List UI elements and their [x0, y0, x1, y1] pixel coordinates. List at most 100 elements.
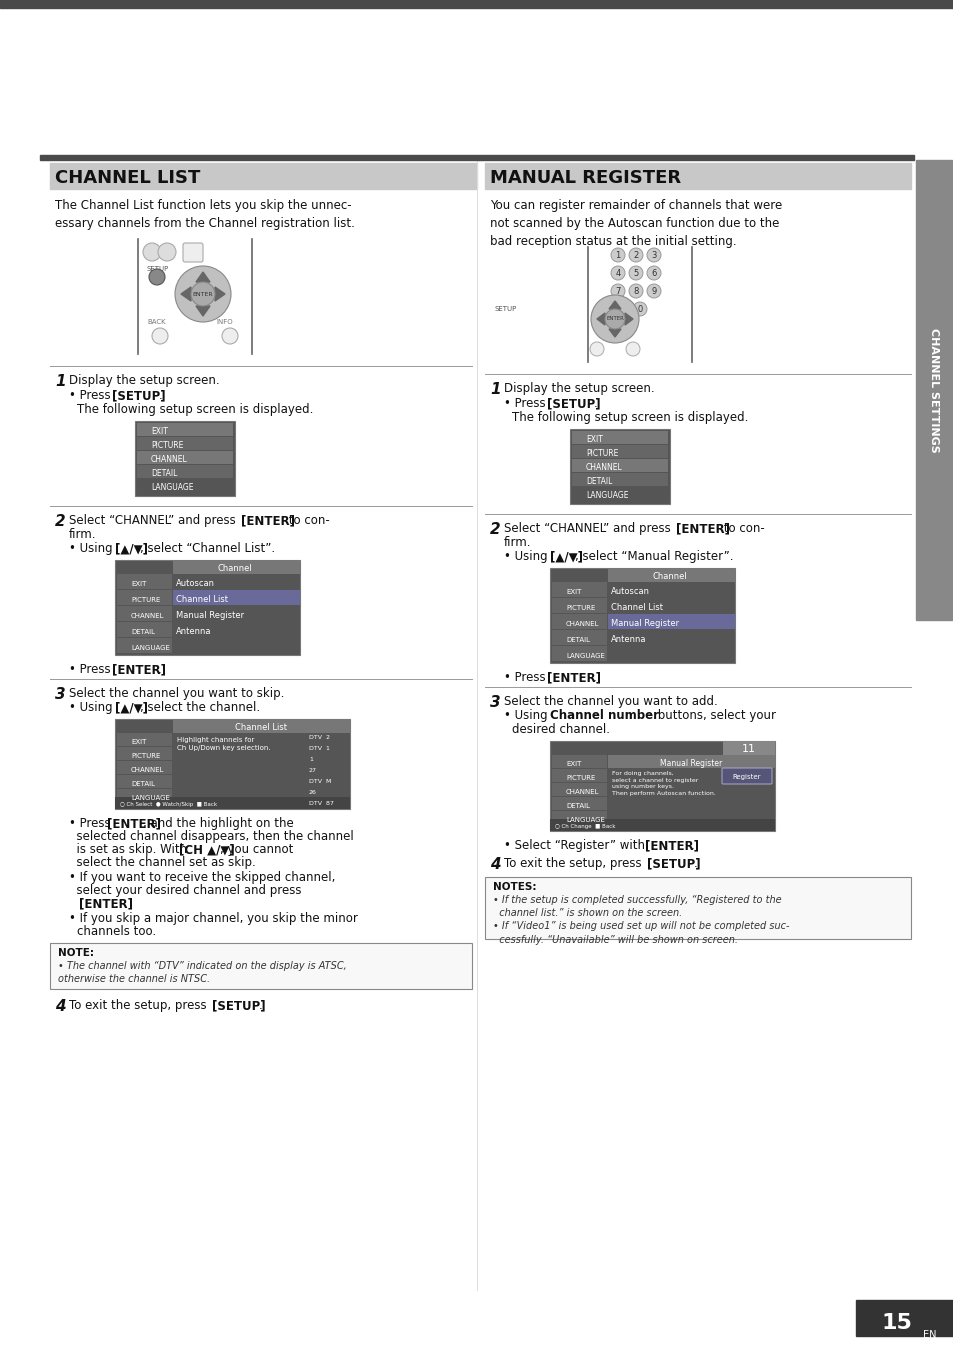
- Text: Channel List: Channel List: [234, 723, 287, 732]
- Text: PICTURE: PICTURE: [131, 597, 160, 603]
- Bar: [117, 734, 172, 746]
- FancyBboxPatch shape: [183, 243, 203, 262]
- Bar: [172, 719, 350, 734]
- Polygon shape: [597, 313, 604, 326]
- Text: selected channel disappears, then the channel: selected channel disappears, then the ch…: [69, 830, 354, 843]
- Text: Autoscan: Autoscan: [610, 586, 649, 596]
- Text: .: .: [690, 839, 694, 852]
- Text: Manual Register: Manual Register: [610, 619, 679, 628]
- Text: 15: 15: [881, 1313, 911, 1333]
- Bar: [552, 630, 606, 644]
- Text: [ENTER]: [ENTER]: [644, 839, 699, 852]
- Text: [▲/▼]: [▲/▼]: [550, 550, 582, 563]
- Polygon shape: [608, 330, 620, 336]
- Bar: [484, 877, 910, 939]
- Bar: [117, 621, 172, 638]
- Text: [SETUP]: [SETUP]: [212, 998, 265, 1012]
- Circle shape: [646, 266, 660, 280]
- Bar: [117, 747, 172, 761]
- Text: select your desired channel and press: select your desired channel and press: [69, 884, 301, 897]
- Bar: [137, 465, 233, 478]
- Bar: [552, 646, 606, 661]
- Text: Select “CHANNEL” and press: Select “CHANNEL” and press: [503, 521, 674, 535]
- Circle shape: [152, 328, 168, 345]
- Text: 0: 0: [637, 305, 642, 313]
- Text: PICTURE: PICTURE: [151, 440, 183, 450]
- Bar: [135, 422, 234, 496]
- Bar: [607, 567, 734, 582]
- Text: 1: 1: [615, 251, 620, 259]
- Text: to con-: to con-: [285, 513, 330, 527]
- Text: • Press: • Press: [69, 817, 114, 830]
- Text: select the channel set as skip.: select the channel set as skip.: [69, 857, 255, 869]
- Bar: [115, 719, 350, 809]
- Text: DETAIL: DETAIL: [565, 802, 589, 809]
- Text: [SETUP]: [SETUP]: [646, 857, 700, 870]
- Circle shape: [191, 282, 214, 305]
- Text: CHANNEL: CHANNEL: [565, 621, 598, 627]
- Text: CHANNEL SETTINGS: CHANNEL SETTINGS: [928, 328, 938, 453]
- Text: [SETUP]: [SETUP]: [546, 397, 600, 409]
- Text: LANGUAGE: LANGUAGE: [585, 490, 628, 500]
- Text: You can register remainder of channels that were
not scanned by the Autoscan fun: You can register remainder of channels t…: [490, 199, 781, 249]
- Bar: [117, 775, 172, 788]
- Text: PICTURE: PICTURE: [565, 605, 595, 611]
- Text: .: .: [594, 397, 598, 409]
- Text: 27: 27: [309, 767, 316, 773]
- Bar: [117, 574, 172, 589]
- Text: Channel number: Channel number: [550, 709, 659, 721]
- Text: 3: 3: [55, 688, 66, 703]
- Text: • Select “Register” with: • Select “Register” with: [503, 839, 648, 852]
- Circle shape: [625, 342, 639, 357]
- Text: to con-: to con-: [720, 521, 764, 535]
- Text: .: .: [158, 663, 162, 676]
- Bar: [722, 740, 774, 755]
- Text: 3: 3: [490, 694, 500, 711]
- Bar: [572, 473, 667, 486]
- Text: Channel: Channel: [652, 571, 687, 581]
- FancyBboxPatch shape: [721, 767, 771, 784]
- Text: 8: 8: [633, 286, 638, 296]
- Bar: [115, 561, 299, 655]
- Circle shape: [633, 303, 646, 316]
- Text: ENTER: ENTER: [193, 292, 213, 296]
- Bar: [50, 163, 476, 189]
- Text: DETAIL: DETAIL: [585, 477, 612, 486]
- Text: [ENTER]: [ENTER]: [676, 521, 729, 535]
- Text: ○ Ch Change  ■ Back: ○ Ch Change ■ Back: [555, 824, 615, 830]
- Text: .: .: [159, 389, 163, 403]
- Text: SETUP: SETUP: [147, 266, 169, 272]
- Text: [ENTER]: [ENTER]: [78, 897, 132, 911]
- Bar: [572, 444, 667, 458]
- Text: • Press: • Press: [69, 663, 114, 676]
- Text: • If you want to receive the skipped channel,: • If you want to receive the skipped cha…: [69, 871, 335, 884]
- Text: , select the channel.: , select the channel.: [140, 701, 260, 713]
- Text: 4: 4: [55, 998, 66, 1015]
- Circle shape: [646, 249, 660, 262]
- Text: Display the setup screen.: Display the setup screen.: [69, 374, 219, 386]
- Bar: [572, 431, 667, 444]
- Text: To exit the setup, press: To exit the setup, press: [69, 998, 211, 1012]
- Text: 6: 6: [651, 269, 656, 278]
- Bar: [40, 155, 913, 159]
- Bar: [572, 459, 667, 471]
- Text: Select “CHANNEL” and press: Select “CHANNEL” and press: [69, 513, 239, 527]
- Circle shape: [149, 269, 165, 285]
- Text: 2: 2: [633, 251, 638, 259]
- Text: EXIT: EXIT: [131, 581, 146, 586]
- Text: The following setup screen is displayed.: The following setup screen is displayed.: [512, 411, 747, 424]
- Bar: [117, 789, 172, 802]
- Text: 5: 5: [633, 269, 638, 278]
- Text: desired channel.: desired channel.: [512, 723, 609, 736]
- Bar: [855, 1300, 953, 1336]
- Text: CHANNEL: CHANNEL: [131, 613, 164, 619]
- Text: PICTURE: PICTURE: [131, 753, 160, 759]
- Polygon shape: [214, 286, 225, 301]
- Polygon shape: [195, 272, 210, 282]
- Polygon shape: [624, 313, 633, 326]
- Bar: [552, 598, 606, 613]
- Text: DTV  M: DTV M: [309, 780, 331, 784]
- Text: 9: 9: [651, 286, 656, 296]
- Text: DTV  87: DTV 87: [309, 801, 334, 807]
- Text: LANGUAGE: LANGUAGE: [131, 794, 170, 801]
